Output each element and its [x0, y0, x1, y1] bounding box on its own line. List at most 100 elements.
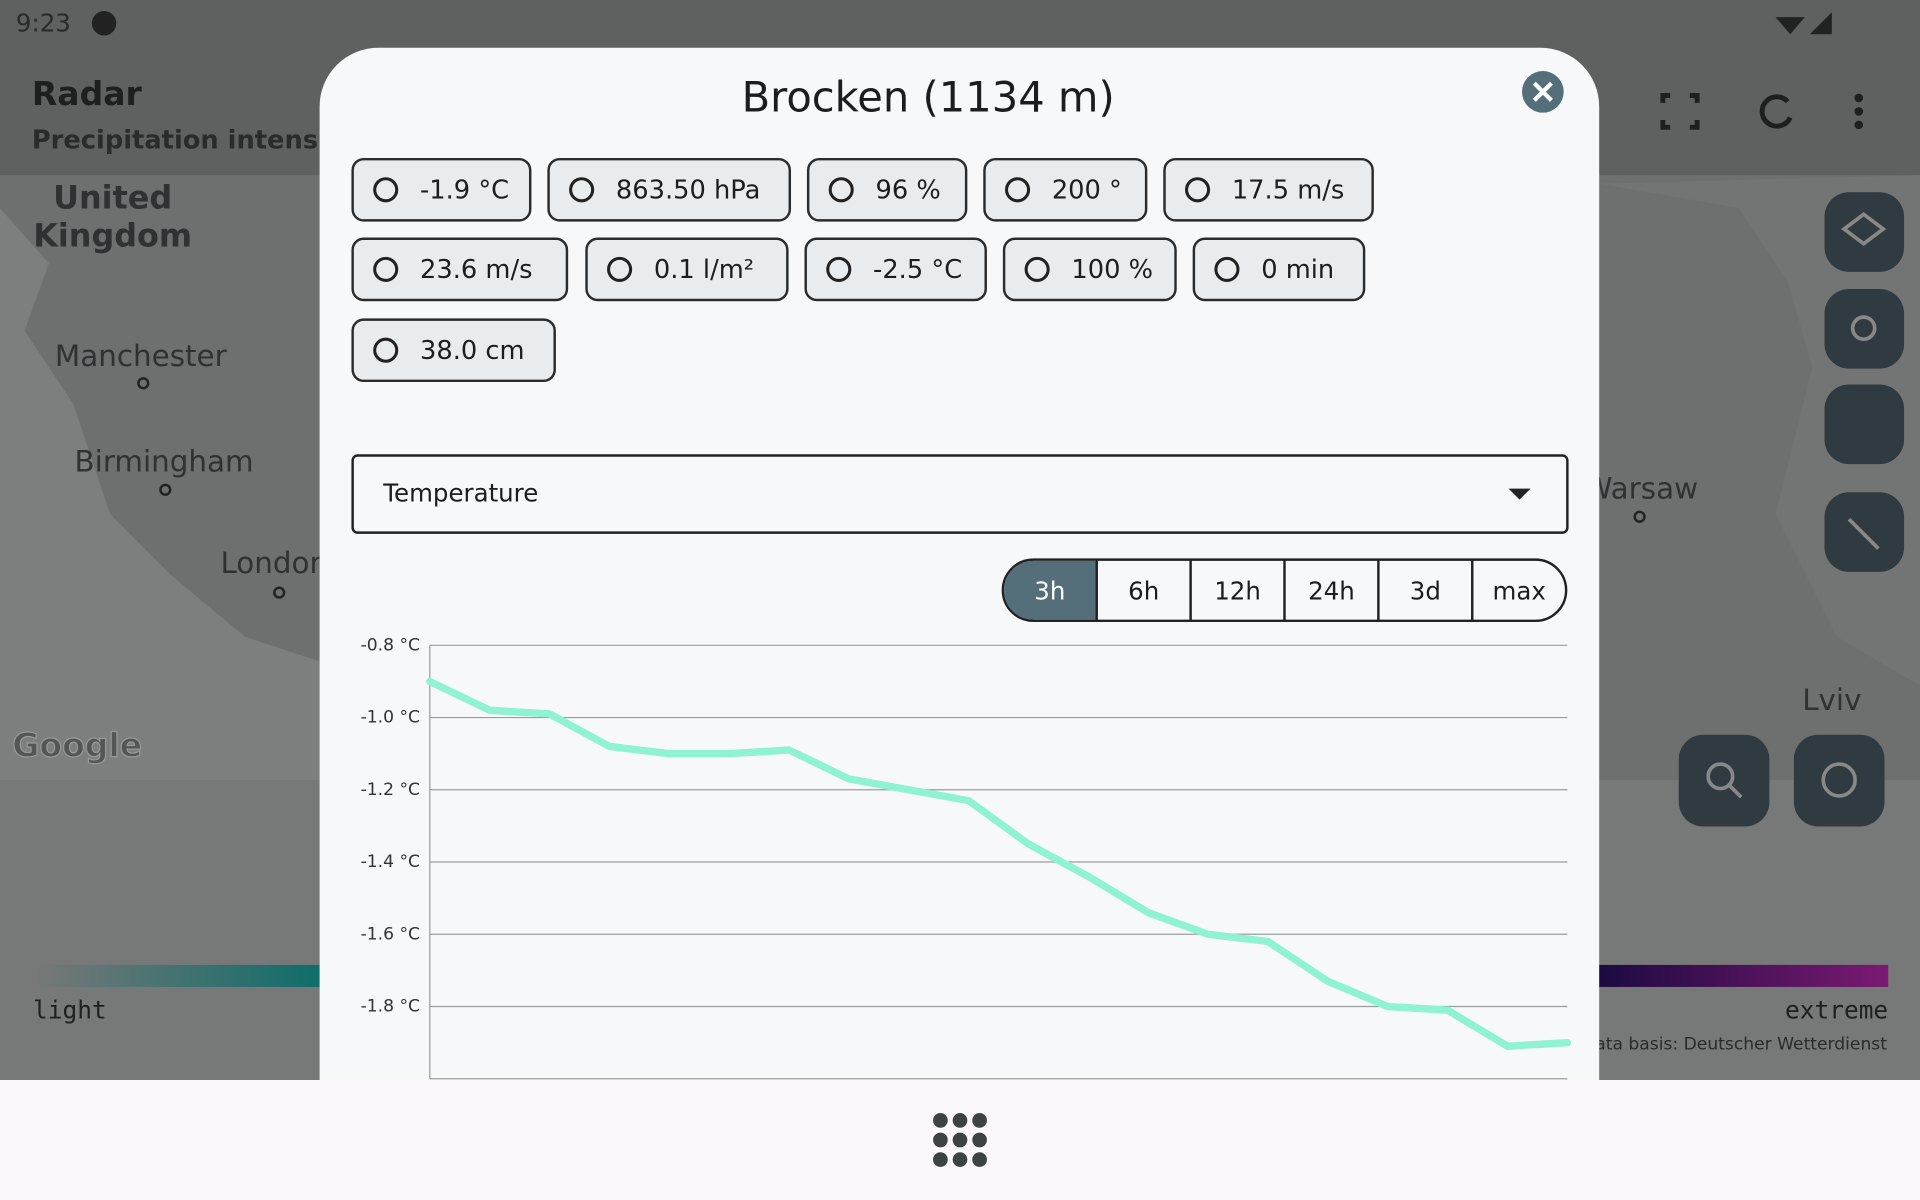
map-label: Birmingham — [75, 444, 254, 478]
map-label: London — [220, 546, 328, 580]
clock: 9:23 — [16, 8, 71, 37]
fab-icons — [1706, 211, 1887, 799]
map-label: United — [53, 179, 172, 217]
dropdown[interactable]: Temperature — [351, 454, 1569, 534]
chip-label: 17.5 m/s — [1232, 176, 1345, 206]
chip-box — [351, 237, 569, 302]
app-subtitle: Precipitation intensity — [32, 125, 356, 155]
chip: 863.50 hPa — [547, 157, 792, 222]
range-button[interactable]: 6h — [1128, 577, 1159, 606]
y-tick-label: -1.4 °C — [361, 852, 420, 872]
y-tick-label: -0.8 °C — [361, 635, 420, 655]
chip-icon — [1005, 177, 1031, 203]
data-source: Data basis: Deutscher Wetterdienst — [1582, 1034, 1887, 1054]
chip-box — [351, 318, 556, 383]
range-button[interactable]: 12h — [1214, 577, 1261, 606]
chip: 23.6 m/s — [351, 237, 569, 302]
legend-high: extreme — [1785, 995, 1888, 1024]
map-logo: Google — [12, 725, 142, 764]
status-icon — [91, 11, 117, 36]
locate-button[interactable] — [1793, 734, 1885, 827]
chart: -0.8 °C -1.0 °C -1.2 °C -1.4 °C -1.6 °C -1.8 … — [361, 635, 1572, 1080]
legend-bar-low — [36, 964, 331, 987]
chip-box — [1192, 237, 1366, 302]
chip-box — [806, 157, 968, 222]
range-button[interactable]: max — [1493, 577, 1546, 606]
menu-button[interactable] — [1854, 93, 1864, 130]
chip-icon — [373, 177, 399, 203]
layers-button[interactable] — [1824, 192, 1905, 272]
range-selected — [1004, 560, 1097, 620]
map-city-dot — [273, 586, 286, 599]
y-tick-label: -1.6 °C — [361, 924, 420, 944]
chip-label: -1.9 °C — [420, 176, 509, 206]
dropdown-arrow — [1508, 488, 1531, 500]
chip-icon — [826, 256, 852, 282]
chip-icon — [1024, 256, 1050, 282]
chip: 38.0 cm — [351, 318, 556, 383]
chip-box — [585, 237, 789, 302]
chip-label: 96 % — [876, 176, 941, 206]
dropdown-value: Temperature — [382, 479, 538, 508]
range-button[interactable]: 3d — [1410, 577, 1441, 606]
map-label: Manchester — [55, 339, 228, 373]
chip-label: 38.0 cm — [420, 336, 525, 366]
data-line — [426, 677, 1572, 1050]
signal-icons — [1775, 12, 1832, 35]
radar-button[interactable] — [1824, 384, 1905, 465]
chip-label: 863.50 hPa — [616, 176, 761, 206]
fullscreen-button[interactable] — [1660, 93, 1700, 130]
chip: 96 % — [806, 157, 968, 222]
chip-label: -2.5 °C — [873, 255, 962, 285]
chip-icon — [1214, 256, 1240, 282]
refresh-button[interactable] — [1759, 94, 1793, 129]
y-tick-label: -1.0 °C — [361, 708, 420, 728]
chip: 200 ° — [983, 157, 1148, 222]
chips: -1.9 °C 863.50 hPa 96 % 200 ° 17.5 m/s 23.6 m… — [351, 157, 1374, 383]
chip: 0.1 l/m² — [585, 237, 789, 302]
close-icon — [1532, 81, 1553, 102]
chip-icon — [373, 256, 399, 282]
chip-box — [804, 237, 987, 302]
chip: -2.5 °C — [804, 237, 987, 302]
add-location-button[interactable] — [1824, 288, 1905, 369]
legend-bar-high — [1591, 964, 1889, 987]
range-button[interactable]: 3h — [1034, 577, 1065, 606]
chip-label: 0.1 l/m² — [654, 255, 754, 285]
chip: 17.5 m/s — [1163, 157, 1374, 222]
chip: 0 min — [1192, 237, 1366, 302]
map-city-dot — [159, 483, 172, 496]
app-title: Radar — [32, 74, 143, 113]
zoom-button[interactable] — [1678, 734, 1770, 827]
chip-box — [983, 157, 1148, 222]
range-button[interactable]: 24h — [1308, 577, 1355, 606]
chip-box — [1163, 157, 1374, 222]
chip-box — [1002, 237, 1177, 302]
chip-icon — [607, 256, 633, 282]
map-city-dot — [1633, 510, 1646, 523]
chip-box — [547, 157, 792, 222]
dialog — [319, 47, 1600, 1150]
map-label: Lviv — [1802, 683, 1861, 717]
map-city-dot — [137, 377, 150, 390]
app-actions — [1660, 93, 1793, 130]
chip-icon — [828, 177, 854, 203]
map-label: Kingdom — [33, 217, 192, 255]
chip-label: 100 % — [1071, 255, 1153, 285]
chip-icon — [569, 177, 595, 203]
map-label: Warsaw — [1584, 471, 1699, 505]
chip-label: 0 min — [1261, 255, 1334, 285]
y-tick-label: -1.8 °C — [361, 997, 420, 1017]
close-button[interactable] — [1522, 71, 1564, 113]
apps-button[interactable] — [933, 1113, 987, 1167]
dialog-title: Brocken (1134 m) — [742, 72, 1115, 121]
land — [0, 208, 320, 780]
y-tick-label: -1.2 °C — [361, 780, 420, 800]
chip-box — [351, 157, 532, 222]
chip-label: 200 ° — [1052, 176, 1122, 206]
dropdown-box — [351, 454, 1569, 534]
chip: -1.9 °C — [351, 157, 532, 222]
